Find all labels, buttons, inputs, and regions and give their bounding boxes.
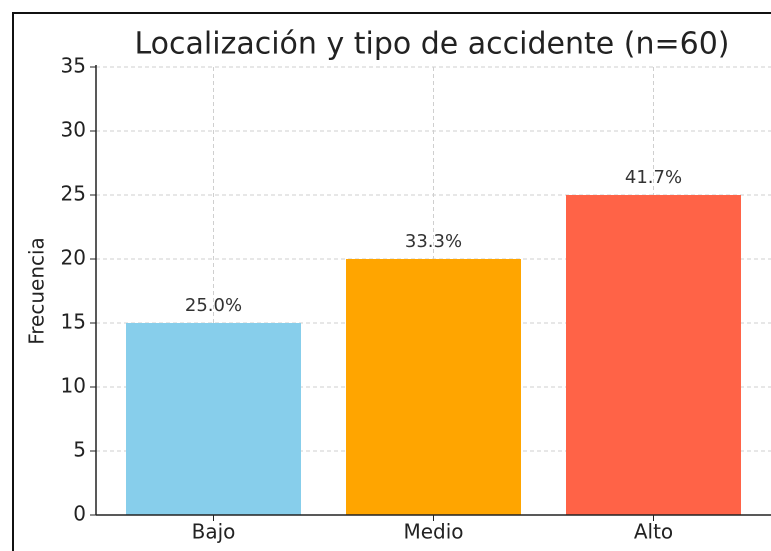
chart-title: Localización y tipo de accidente (n=60) bbox=[134, 27, 729, 62]
value-annotation: 33.3% bbox=[405, 231, 462, 252]
y-tick-label: 20 bbox=[61, 246, 86, 270]
x-tick-label: Alto bbox=[634, 520, 673, 544]
y-tick-label: 10 bbox=[61, 374, 86, 398]
bar bbox=[346, 259, 521, 515]
y-tick-label: 30 bbox=[61, 118, 86, 142]
frame bbox=[12, 12, 771, 551]
x-tick-label: Medio bbox=[403, 520, 463, 544]
y-tick-label: 15 bbox=[61, 310, 86, 334]
value-annotation: 41.7% bbox=[625, 167, 682, 188]
y-axis-label: Frecuencia bbox=[25, 237, 49, 345]
value-annotation: 25.0% bbox=[185, 295, 242, 316]
x-tick-label: Bajo bbox=[192, 520, 236, 544]
y-tick-label: 25 bbox=[61, 182, 86, 206]
bar bbox=[566, 195, 741, 515]
y-tick-label: 35 bbox=[61, 54, 86, 78]
bar bbox=[126, 323, 301, 515]
y-tick-label: 5 bbox=[73, 438, 86, 462]
y-tick-label: 0 bbox=[73, 502, 86, 526]
